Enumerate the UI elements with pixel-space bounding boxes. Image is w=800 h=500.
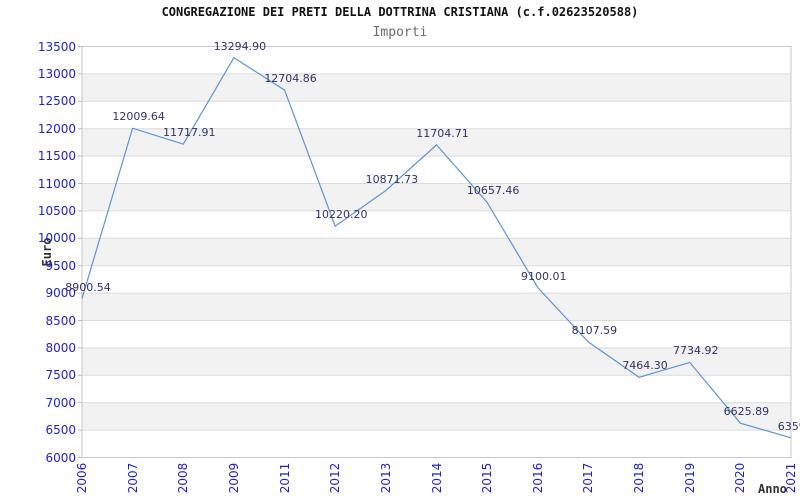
y-tick-label: 12000: [37, 121, 76, 136]
x-tick-label: 2020: [733, 462, 748, 494]
chart-subtitle: Importi: [372, 25, 428, 40]
point-label: 10657.46: [466, 184, 520, 198]
point-label: 6359.2: [777, 419, 800, 433]
plot-band: [82, 210, 791, 239]
point-label: 9100.01: [521, 269, 567, 283]
point-label: 13294.90: [213, 39, 267, 53]
plot-band: [82, 238, 791, 266]
y-tick-label: 8500: [45, 313, 76, 328]
plot-band: [82, 347, 791, 376]
y-tick-label: 10000: [37, 231, 76, 246]
point-label: 8107.59: [571, 324, 618, 337]
point-label: 12704.86: [264, 72, 317, 86]
plot-border: [81, 46, 792, 458]
point-label: 12009.64: [112, 110, 165, 124]
x-tick-label: 2018: [632, 462, 647, 494]
y-tick-label: 7000: [45, 395, 76, 410]
plot-band: [82, 128, 791, 157]
x-tick-label: 2014: [429, 462, 444, 494]
point-label: 10220.20: [314, 208, 368, 222]
plot-band: [82, 402, 791, 431]
y-tick-label: 9500: [45, 258, 76, 273]
x-tick-label: 2011: [277, 462, 292, 494]
y-tick-label: 13000: [37, 66, 76, 81]
plot-band: [82, 183, 791, 211]
y-tick-label: 7500: [45, 368, 76, 383]
data-line-importi: [81, 56, 792, 439]
x-tick-label: 2016: [530, 462, 545, 494]
plot-band: [82, 430, 791, 458]
plot-band: [82, 101, 791, 129]
y-tick-label: 11500: [37, 149, 76, 164]
y-tick-label: 12500: [37, 94, 76, 109]
x-tick-label: 2013: [378, 462, 393, 494]
point-label: 8900.54: [65, 280, 111, 294]
point-label: 7734.92: [672, 344, 719, 358]
point-label: 10871.73: [365, 172, 419, 186]
y-tick-label: 8000: [45, 340, 76, 355]
plot-band: [82, 265, 791, 294]
x-tick-label: 2007: [125, 462, 140, 494]
point-label: 11717.91: [163, 126, 216, 140]
x-axis-title: Anno: [758, 482, 787, 496]
x-tick-label: 2015: [480, 462, 495, 494]
x-tick-label: 2017: [581, 462, 596, 494]
x-tick-label: 2008: [176, 462, 191, 494]
plot-band: [82, 375, 791, 403]
x-tick-label: 2006: [75, 462, 89, 494]
y-tick-label: 11000: [37, 176, 76, 191]
plot-band: [82, 46, 791, 74]
y-tick-label: 9000: [45, 286, 76, 301]
x-tick-label: 2009: [226, 462, 241, 494]
point-label: 11704.71: [416, 126, 469, 140]
x-tick-label: 2012: [328, 462, 343, 494]
chart-title: CONGREGAZIONE DEI PRETI DELLA DOTTRINA C…: [161, 5, 639, 19]
y-tick-label: 13500: [37, 39, 76, 54]
x-tick-label: 2021: [784, 462, 798, 494]
y-tick-label: 6000: [45, 450, 76, 465]
y-tick-label: 6500: [45, 423, 76, 438]
plot-band: [82, 156, 791, 184]
x-tick-label: 2019: [682, 462, 697, 494]
plot-band: [82, 73, 791, 102]
plot-band: [82, 320, 791, 348]
point-label: 6625.89: [723, 405, 770, 419]
point-label: 7464.30: [622, 359, 668, 373]
y-tick-label: 10500: [37, 203, 76, 218]
plot-band: [82, 293, 791, 321]
